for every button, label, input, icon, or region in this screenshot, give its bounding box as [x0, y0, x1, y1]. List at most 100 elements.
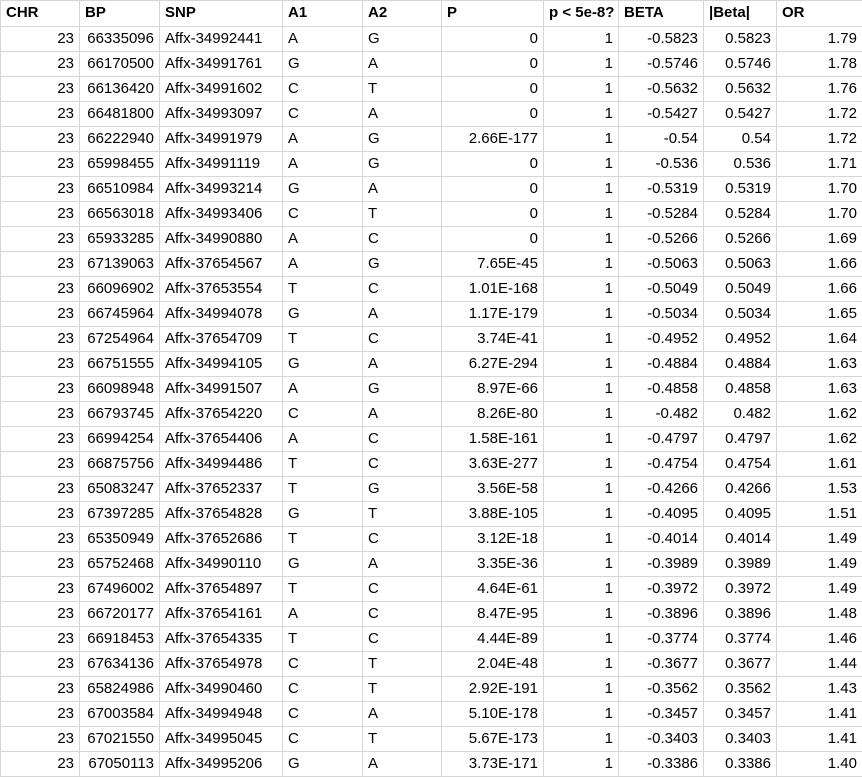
cell-or[interactable]: 1.49 — [777, 577, 862, 602]
cell-beta[interactable]: -0.5063 — [619, 252, 704, 277]
cell-sig[interactable]: 1 — [544, 377, 619, 402]
cell-sig[interactable]: 1 — [544, 427, 619, 452]
cell-sig[interactable]: 1 — [544, 302, 619, 327]
cell-or[interactable]: 1.66 — [777, 252, 862, 277]
cell-chr[interactable]: 23 — [1, 202, 80, 227]
cell-snp[interactable]: Affx-37653554 — [160, 277, 283, 302]
cell-a1[interactable]: A — [283, 427, 363, 452]
cell-absbeta[interactable]: 0.54 — [704, 127, 777, 152]
cell-chr[interactable]: 23 — [1, 327, 80, 352]
cell-p[interactable]: 1.58E-161 — [442, 427, 544, 452]
cell-a2[interactable]: A — [363, 702, 442, 727]
cell-a1[interactable]: T — [283, 277, 363, 302]
cell-snp[interactable]: Affx-37654161 — [160, 602, 283, 627]
cell-chr[interactable]: 23 — [1, 227, 80, 252]
cell-a2[interactable]: C — [363, 277, 442, 302]
cell-beta[interactable]: -0.3386 — [619, 752, 704, 777]
cell-chr[interactable]: 23 — [1, 502, 80, 527]
cell-a1[interactable]: G — [283, 352, 363, 377]
cell-beta[interactable]: -0.5284 — [619, 202, 704, 227]
cell-bp[interactable]: 65350949 — [80, 527, 160, 552]
cell-p[interactable]: 0 — [442, 227, 544, 252]
cell-beta[interactable]: -0.3403 — [619, 727, 704, 752]
cell-sig[interactable]: 1 — [544, 177, 619, 202]
cell-absbeta[interactable]: 0.4858 — [704, 377, 777, 402]
cell-bp[interactable]: 66510984 — [80, 177, 160, 202]
cell-snp[interactable]: Affx-34991119 — [160, 152, 283, 177]
cell-snp[interactable]: Affx-34991602 — [160, 77, 283, 102]
cell-or[interactable]: 1.51 — [777, 502, 862, 527]
cell-a1[interactable]: G — [283, 177, 363, 202]
cell-a2[interactable]: C — [363, 527, 442, 552]
cell-p[interactable]: 3.12E-18 — [442, 527, 544, 552]
cell-a2[interactable]: A — [363, 52, 442, 77]
cell-or[interactable]: 1.70 — [777, 202, 862, 227]
cell-snp[interactable]: Affx-34993406 — [160, 202, 283, 227]
cell-a1[interactable]: A — [283, 152, 363, 177]
cell-bp[interactable]: 67254964 — [80, 327, 160, 352]
cell-beta[interactable]: -0.5034 — [619, 302, 704, 327]
cell-sig[interactable]: 1 — [544, 152, 619, 177]
cell-absbeta[interactable]: 0.3457 — [704, 702, 777, 727]
cell-p[interactable]: 3.88E-105 — [442, 502, 544, 527]
cell-absbeta[interactable]: 0.3677 — [704, 652, 777, 677]
cell-bp[interactable]: 66170500 — [80, 52, 160, 77]
cell-a2[interactable]: C — [363, 602, 442, 627]
cell-snp[interactable]: Affx-37652686 — [160, 527, 283, 552]
cell-a1[interactable]: C — [283, 102, 363, 127]
cell-a2[interactable]: A — [363, 402, 442, 427]
cell-absbeta[interactable]: 0.3562 — [704, 677, 777, 702]
cell-a1[interactable]: C — [283, 402, 363, 427]
cell-or[interactable]: 1.62 — [777, 402, 862, 427]
cell-a1[interactable]: G — [283, 502, 363, 527]
cell-absbeta[interactable]: 0.4095 — [704, 502, 777, 527]
cell-a2[interactable]: C — [363, 327, 442, 352]
cell-absbeta[interactable]: 0.5034 — [704, 302, 777, 327]
cell-absbeta[interactable]: 0.4952 — [704, 327, 777, 352]
column-header-bp[interactable]: BP — [80, 1, 160, 27]
cell-p[interactable]: 4.44E-89 — [442, 627, 544, 652]
cell-absbeta[interactable]: 0.4797 — [704, 427, 777, 452]
cell-beta[interactable]: -0.5266 — [619, 227, 704, 252]
cell-chr[interactable]: 23 — [1, 377, 80, 402]
cell-beta[interactable]: -0.4884 — [619, 352, 704, 377]
cell-a1[interactable]: G — [283, 752, 363, 777]
cell-snp[interactable]: Affx-37654897 — [160, 577, 283, 602]
cell-bp[interactable]: 66918453 — [80, 627, 160, 652]
cell-or[interactable]: 1.43 — [777, 677, 862, 702]
cell-a2[interactable]: G — [363, 152, 442, 177]
cell-a2[interactable]: A — [363, 552, 442, 577]
cell-p[interactable]: 4.64E-61 — [442, 577, 544, 602]
cell-beta[interactable]: -0.4858 — [619, 377, 704, 402]
cell-p[interactable]: 3.74E-41 — [442, 327, 544, 352]
cell-a2[interactable]: G — [363, 127, 442, 152]
cell-a1[interactable]: A — [283, 252, 363, 277]
cell-a1[interactable]: T — [283, 327, 363, 352]
cell-beta[interactable]: -0.5632 — [619, 77, 704, 102]
cell-bp[interactable]: 66096902 — [80, 277, 160, 302]
cell-or[interactable]: 1.69 — [777, 227, 862, 252]
cell-chr[interactable]: 23 — [1, 452, 80, 477]
cell-a1[interactable]: A — [283, 377, 363, 402]
cell-absbeta[interactable]: 0.5266 — [704, 227, 777, 252]
cell-sig[interactable]: 1 — [544, 252, 619, 277]
cell-sig[interactable]: 1 — [544, 602, 619, 627]
cell-a1[interactable]: G — [283, 302, 363, 327]
cell-absbeta[interactable]: 0.5049 — [704, 277, 777, 302]
cell-p[interactable]: 3.63E-277 — [442, 452, 544, 477]
cell-a2[interactable]: T — [363, 77, 442, 102]
cell-a2[interactable]: G — [363, 27, 442, 52]
column-header-p[interactable]: P — [442, 1, 544, 27]
cell-sig[interactable]: 1 — [544, 27, 619, 52]
cell-or[interactable]: 1.71 — [777, 152, 862, 177]
cell-p[interactable]: 5.10E-178 — [442, 702, 544, 727]
cell-a2[interactable]: C — [363, 627, 442, 652]
cell-snp[interactable]: Affx-34991761 — [160, 52, 283, 77]
cell-a1[interactable]: A — [283, 227, 363, 252]
cell-beta[interactable]: -0.4754 — [619, 452, 704, 477]
cell-bp[interactable]: 66335096 — [80, 27, 160, 52]
cell-or[interactable]: 1.72 — [777, 127, 862, 152]
cell-bp[interactable]: 66875756 — [80, 452, 160, 477]
cell-a1[interactable]: G — [283, 52, 363, 77]
cell-chr[interactable]: 23 — [1, 352, 80, 377]
